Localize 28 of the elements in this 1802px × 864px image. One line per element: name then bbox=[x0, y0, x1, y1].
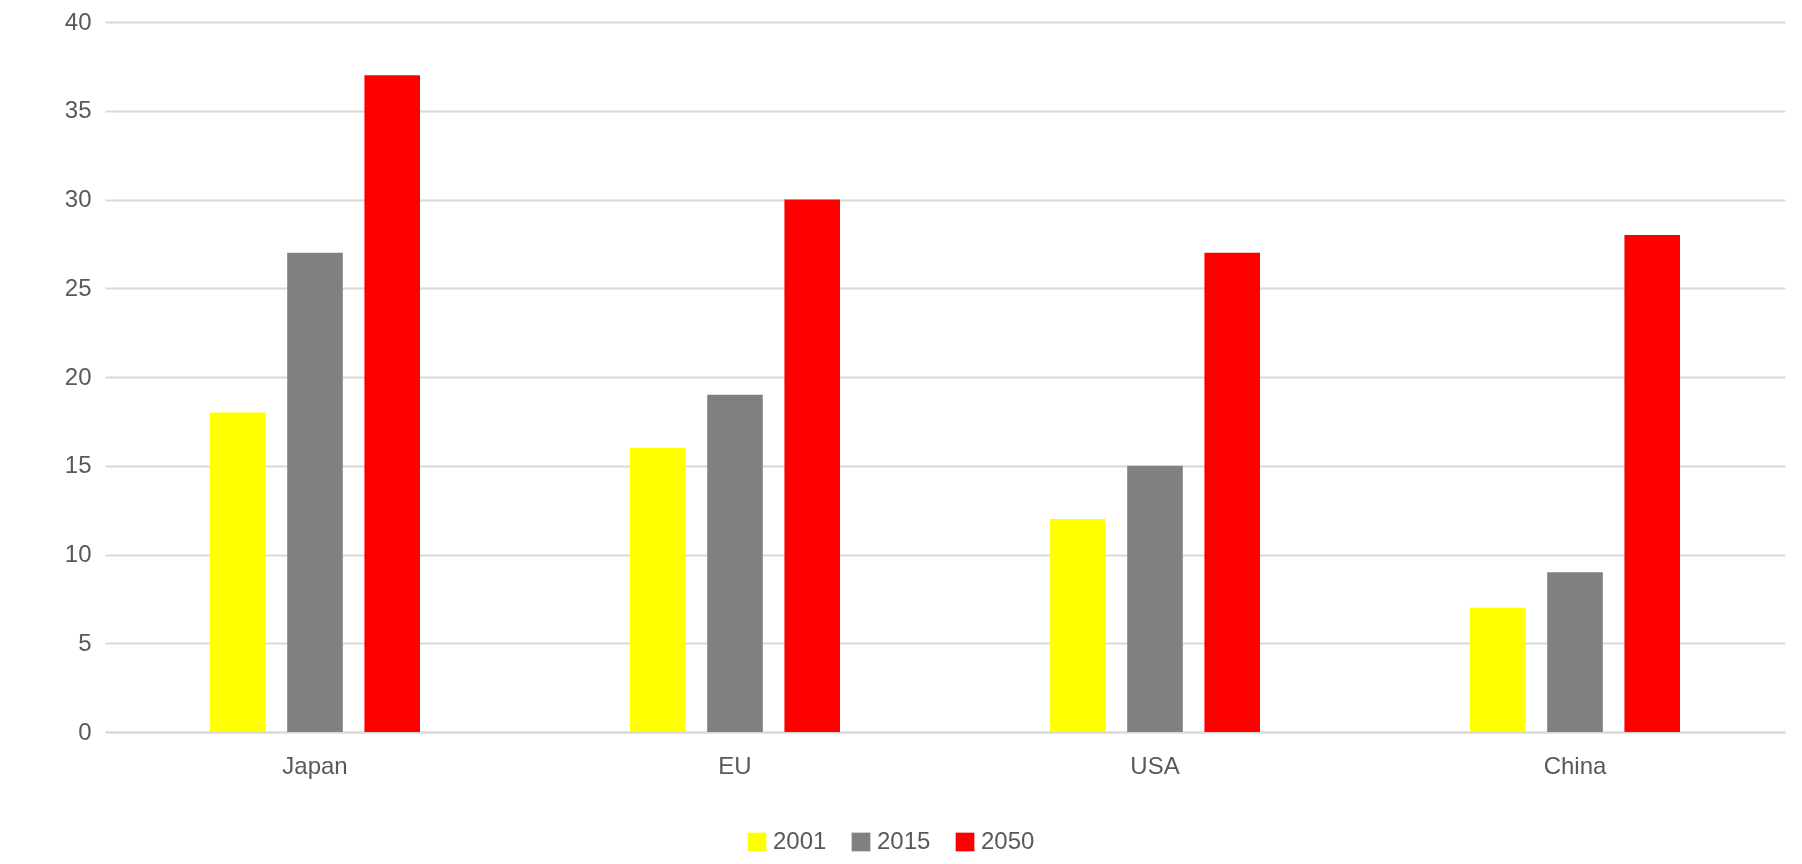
bar bbox=[287, 252, 343, 732]
y-tick-label: 20 bbox=[64, 362, 92, 390]
bar bbox=[1127, 465, 1183, 732]
x-tick-label: EU bbox=[718, 751, 752, 779]
y-tick-label: 5 bbox=[78, 628, 92, 656]
x-tick-label: Japan bbox=[282, 751, 348, 779]
y-tick-label: 40 bbox=[64, 7, 92, 35]
bar bbox=[1050, 519, 1106, 732]
y-tick-label: 15 bbox=[64, 451, 92, 479]
x-tick-label: China bbox=[1543, 751, 1607, 779]
bar bbox=[784, 199, 840, 732]
y-tick-label: 10 bbox=[64, 540, 92, 567]
x-tick-label: USA bbox=[1130, 751, 1180, 779]
bar bbox=[1204, 252, 1260, 732]
legend-label: 2050 bbox=[981, 827, 1035, 854]
bar bbox=[1547, 572, 1603, 732]
y-tick-label: 35 bbox=[64, 96, 92, 124]
bar bbox=[707, 394, 763, 732]
legend-label: 2015 bbox=[877, 827, 931, 854]
bar bbox=[1470, 607, 1526, 732]
y-tick-label: 25 bbox=[64, 273, 92, 301]
bar bbox=[210, 412, 266, 732]
bar bbox=[1624, 235, 1680, 732]
y-tick-label: 30 bbox=[64, 185, 92, 212]
legend-label: 2001 bbox=[773, 827, 827, 854]
bar bbox=[630, 448, 686, 732]
y-tick-label: 0 bbox=[78, 717, 92, 745]
bar bbox=[364, 75, 420, 732]
